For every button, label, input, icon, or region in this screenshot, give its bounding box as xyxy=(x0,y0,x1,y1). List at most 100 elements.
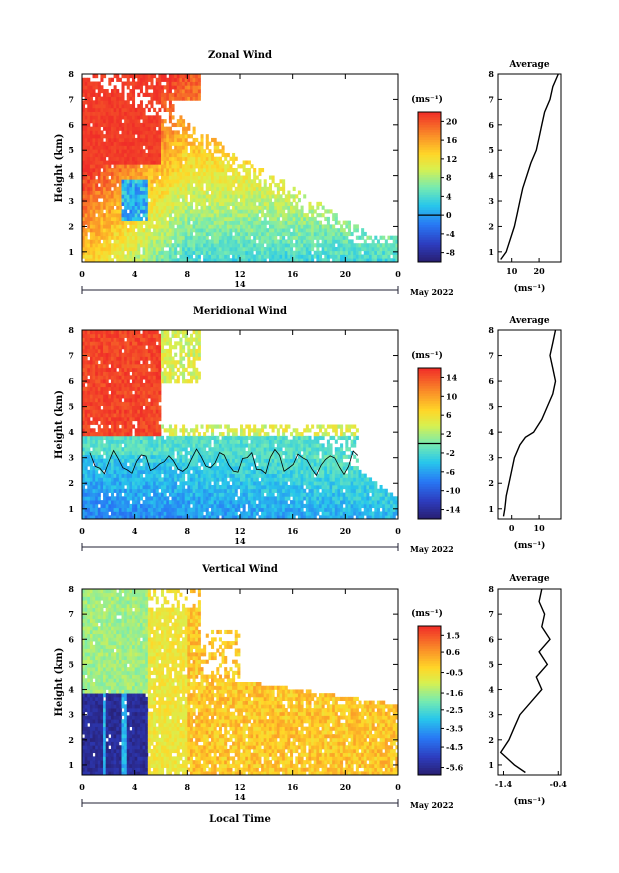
heatmap-cell xyxy=(145,156,149,161)
heatmap-cell xyxy=(105,364,109,369)
heatmap-cell xyxy=(161,201,165,206)
heatmap-cell xyxy=(103,205,107,210)
heatmap-cell xyxy=(145,175,149,180)
heatmap-cell xyxy=(266,213,270,218)
heatmap-cell xyxy=(155,100,159,105)
heatmap-cell xyxy=(105,239,109,244)
heatmap-cell xyxy=(184,216,188,222)
heatmap-cell xyxy=(366,246,370,252)
heatmap-cell xyxy=(89,420,93,425)
heatmap-cell xyxy=(108,367,112,372)
heatmap-cell xyxy=(132,145,136,150)
heatmap-cell xyxy=(129,190,133,195)
heatmap-cell xyxy=(195,137,199,143)
heatmap-cell xyxy=(105,443,109,448)
heatmap-cell xyxy=(87,89,91,94)
heatmap-cell xyxy=(153,432,157,437)
heatmap-cell xyxy=(129,432,133,437)
heatmap-cell xyxy=(126,194,130,199)
heatmap-cell xyxy=(192,198,196,203)
heatmap-cell xyxy=(124,439,128,444)
heatmap-cell xyxy=(221,186,225,191)
heatmap-cell xyxy=(376,254,380,259)
heatmap-cell xyxy=(113,141,117,146)
heatmap-cell xyxy=(100,220,104,225)
heatmap-cell xyxy=(84,258,88,263)
heatmap-cell xyxy=(192,168,196,173)
heatmap-cell xyxy=(110,333,114,338)
heatmap-cell xyxy=(139,424,143,429)
heatmap-cell xyxy=(82,228,86,233)
heatmap-cell xyxy=(353,254,357,259)
heatmap-cell xyxy=(266,194,270,199)
heatmap-cell xyxy=(110,231,114,237)
heatmap-cell xyxy=(250,164,254,169)
heatmap-cell xyxy=(145,454,149,459)
heatmap-cell xyxy=(197,74,201,79)
heatmap-cell xyxy=(192,126,196,131)
heatmap-cell xyxy=(89,511,93,516)
heatmap-cell xyxy=(137,420,141,425)
heatmap-cell xyxy=(245,194,249,199)
heatmap-cell xyxy=(92,119,96,124)
heatmap-cell xyxy=(95,156,99,161)
heatmap-cell xyxy=(189,89,193,94)
heatmap-cell xyxy=(182,149,186,154)
heatmap-cell xyxy=(392,235,396,240)
heatmap-cell xyxy=(124,454,128,459)
heatmap-cell xyxy=(232,224,236,229)
colorbar-swatch xyxy=(418,244,441,248)
heatmap-cell xyxy=(134,239,138,244)
heatmap-cell xyxy=(92,405,96,410)
heatmap-cell xyxy=(158,337,162,342)
heatmap-cell xyxy=(184,134,188,139)
heatmap-cell xyxy=(126,420,130,425)
heatmap-cell xyxy=(205,228,209,233)
heatmap-cell xyxy=(129,183,133,188)
heatmap-cell xyxy=(168,469,172,475)
heatmap-cell xyxy=(92,130,96,135)
heatmap-cell xyxy=(116,220,120,225)
heatmap-cell xyxy=(108,443,112,448)
heatmap-cell xyxy=(129,152,133,158)
heatmap-cell xyxy=(161,375,165,380)
heatmap-cell xyxy=(213,164,217,169)
heatmap-cell xyxy=(145,220,149,225)
heatmap-cell xyxy=(142,394,146,399)
heatmap-cell xyxy=(134,341,138,346)
heatmap-cell xyxy=(166,152,170,158)
heatmap-cell xyxy=(279,213,283,218)
heatmap-cell xyxy=(134,145,138,150)
heatmap-cell xyxy=(150,401,154,406)
heatmap-cell xyxy=(118,375,122,380)
heatmap-cell xyxy=(171,186,175,191)
heatmap-cell xyxy=(89,194,93,199)
heatmap-cell xyxy=(216,213,220,218)
heatmap-cell xyxy=(242,209,246,214)
heatmap-cell xyxy=(390,246,394,252)
heatmap-cell xyxy=(179,115,183,120)
heatmap-cell xyxy=(332,254,336,259)
heatmap-cell xyxy=(179,89,183,94)
heatmap-cell xyxy=(137,190,141,195)
heatmap-cell xyxy=(134,130,138,135)
heatmap-cell xyxy=(139,409,143,414)
heatmap-cell xyxy=(282,254,286,259)
heatmap-cell xyxy=(158,235,162,240)
heatmap-cell xyxy=(92,239,96,244)
heatmap-cell xyxy=(166,149,170,154)
heatmap-cell xyxy=(87,473,91,478)
heatmap-cell xyxy=(147,371,151,376)
heatmap-cell xyxy=(153,447,157,452)
heatmap-cell xyxy=(116,432,120,437)
heatmap-cell xyxy=(100,160,104,165)
heatmap-cell xyxy=(108,473,112,478)
heatmap-cell xyxy=(87,130,91,135)
heatmap-cell xyxy=(103,141,107,146)
heatmap-cell xyxy=(110,507,114,512)
heatmap-cell xyxy=(124,164,128,169)
heatmap-cell xyxy=(166,507,170,512)
heatmap-cell xyxy=(153,341,157,346)
heatmap-cell xyxy=(100,107,104,112)
heatmap-cell xyxy=(89,364,93,369)
